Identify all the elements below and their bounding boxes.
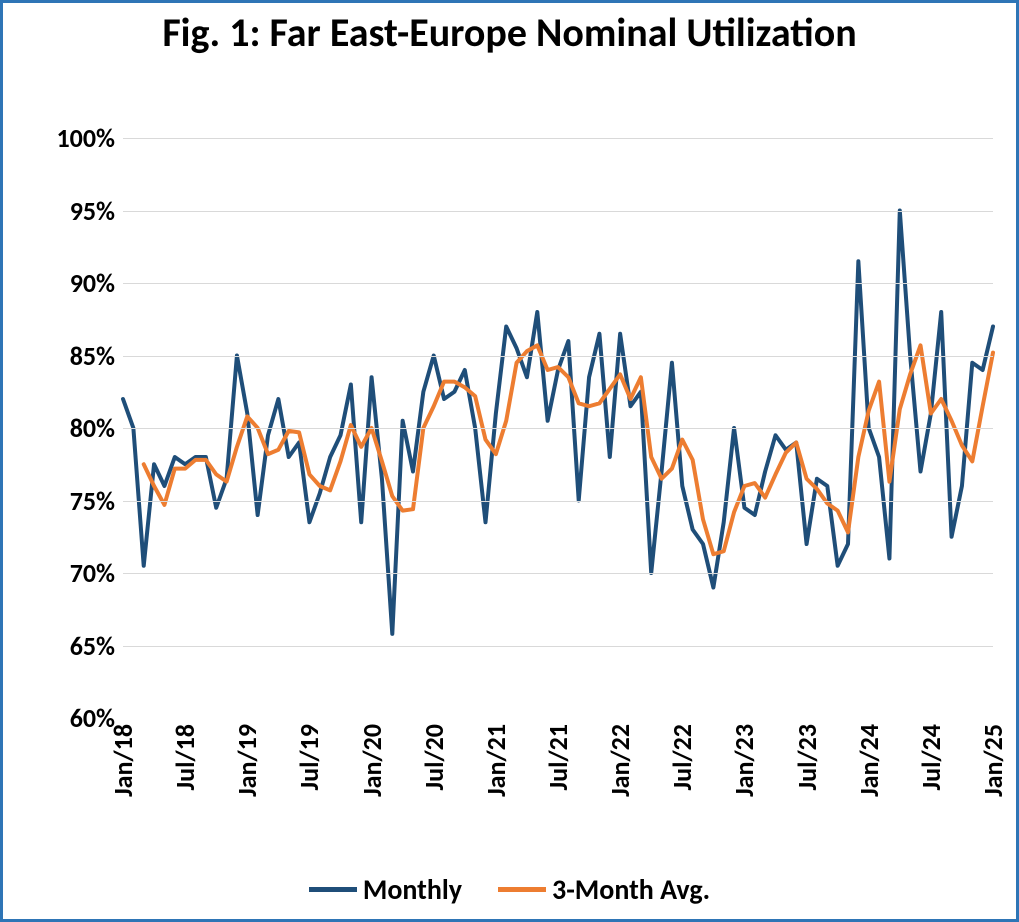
x-axis-label: Jan/22 <box>604 718 636 797</box>
gridline <box>123 138 993 139</box>
x-axis-label: Jan/20 <box>356 718 388 797</box>
legend-item: Monthly <box>309 872 462 907</box>
y-axis-label: 75% <box>70 485 115 517</box>
y-axis-label: 85% <box>70 340 115 372</box>
gridline <box>123 356 993 357</box>
legend-label: 3-Month Avg. <box>552 872 710 907</box>
x-axis-label: Jul/23 <box>791 718 823 790</box>
y-axis-label: 65% <box>70 630 115 662</box>
gridline <box>123 428 993 429</box>
x-axis-label: Jan/21 <box>480 718 512 797</box>
y-axis-label: 80% <box>70 412 115 444</box>
legend-item: 3-Month Avg. <box>498 872 710 907</box>
legend: Monthly 3-Month Avg. <box>3 865 1016 907</box>
x-axis-label: Jul/21 <box>542 718 574 790</box>
gridline <box>123 573 993 574</box>
legend-swatch <box>309 887 357 892</box>
y-axis-label: 100% <box>57 122 116 154</box>
x-axis-label: Jul/18 <box>169 718 201 790</box>
gridline <box>123 501 993 502</box>
x-axis-label: Jan/18 <box>107 718 139 797</box>
legend-label: Monthly <box>363 872 462 907</box>
gridline <box>123 283 993 284</box>
x-axis-label: Jul/22 <box>666 718 698 790</box>
gridline <box>123 211 993 212</box>
gridline <box>123 646 993 647</box>
x-axis-label: Jan/23 <box>728 718 760 797</box>
x-axis-label: Jul/20 <box>418 718 450 790</box>
x-axis-label: Jan/25 <box>977 718 1009 797</box>
y-axis-label: 70% <box>70 557 115 589</box>
y-axis-label: 95% <box>70 195 115 227</box>
x-axis-label: Jan/24 <box>853 718 885 797</box>
y-axis-label: 90% <box>70 267 115 299</box>
x-axis-label: Jul/19 <box>293 718 325 790</box>
chart-frame: Fig. 1: Far East-Europe Nominal Utilizat… <box>0 0 1019 922</box>
chart-title: Fig. 1: Far East-Europe Nominal Utilizat… <box>3 11 1016 55</box>
x-axis-label: Jan/19 <box>231 718 263 797</box>
x-axis-label: Jul/24 <box>915 718 947 790</box>
legend-swatch <box>498 887 546 892</box>
plot-area: 60%65%70%75%80%85%90%95%100%Jan/18Jul/18… <box>123 138 993 718</box>
